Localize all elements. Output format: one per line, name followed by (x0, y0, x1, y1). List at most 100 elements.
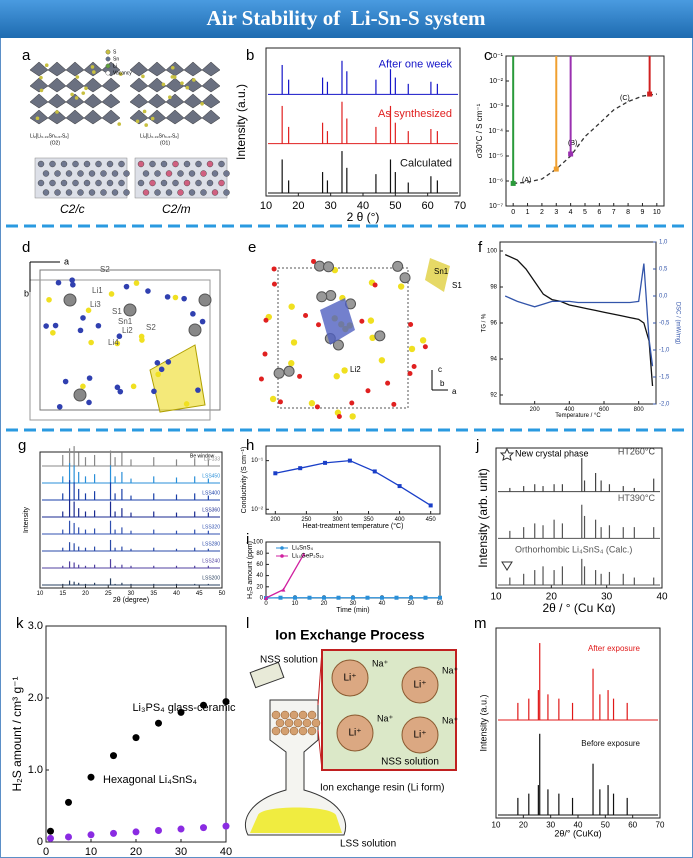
atom (168, 95, 172, 100)
x-tick-label: 20 (82, 591, 89, 597)
atom (75, 75, 80, 79)
resin-bead (271, 710, 281, 720)
label: Li1 (92, 286, 103, 295)
label: Li (113, 63, 117, 69)
atom (114, 340, 121, 347)
atom (271, 266, 277, 272)
point (647, 91, 653, 97)
y-tick-label: 60 (256, 562, 263, 568)
point (273, 471, 278, 476)
point (380, 595, 384, 600)
point (155, 826, 162, 834)
label: (O2) (50, 140, 60, 146)
x-tick-label: 40 (173, 591, 180, 597)
x-tick-label: 0 (264, 601, 268, 607)
y-axis-label: H₂S amount / cm³ g⁻¹ (10, 676, 24, 791)
atom (316, 291, 328, 303)
atom (149, 160, 156, 168)
polyhedron (101, 93, 121, 109)
y-tick-label: 10⁻⁶ (489, 178, 503, 185)
y-tick-label: 94 (490, 357, 497, 363)
y-axis-label: Intensity (arb. unit) (476, 468, 490, 567)
x-tick-label: 8 (626, 209, 630, 216)
atom (90, 65, 95, 69)
point (132, 828, 140, 836)
panel-label: c (484, 47, 492, 64)
point (298, 466, 303, 471)
x-tick-label: 30 (601, 592, 613, 603)
label: S1 (452, 281, 462, 290)
atom (80, 315, 86, 321)
atom (95, 179, 102, 187)
y2-axis-label: DSC / (mW/mg) (674, 302, 680, 344)
point (301, 552, 306, 557)
atom (54, 189, 61, 196)
atom (95, 322, 102, 329)
x-tick-label: 10 (653, 209, 661, 216)
label: Vacancy (113, 70, 132, 76)
y-tick-label: 10⁻² (489, 78, 503, 85)
x-tick-label: 6 (597, 209, 601, 216)
x-tick-label: 60 (422, 200, 434, 212)
y-tick-label: 10⁻⁷ (489, 203, 503, 210)
label: Li2 (122, 326, 133, 335)
atom (177, 170, 184, 177)
panel-label: e (248, 239, 256, 256)
atom (185, 85, 190, 90)
point (110, 752, 117, 760)
label: S (113, 49, 117, 55)
triangle-symbol (501, 561, 513, 571)
label: Li₂[Li₀.₃₃Sn₀.₆₇S₂] (30, 133, 69, 139)
x-tick-label: 30 (325, 200, 337, 212)
atom (218, 179, 225, 187)
atom (263, 317, 269, 323)
series-label: Orthorhombic Li₄SnS₄ (Calc.) (515, 544, 632, 554)
atom (149, 179, 156, 187)
atom (37, 179, 45, 187)
polyhedron (320, 298, 355, 345)
atom (325, 289, 337, 301)
x-tick-label: 450 (426, 517, 437, 523)
y-tick-label: 20 (256, 584, 263, 590)
atom (88, 339, 94, 346)
label: a (64, 256, 69, 266)
x-axis-label: Exposure time in air / min (68, 856, 203, 858)
panel-label: j (475, 437, 479, 454)
point (510, 180, 516, 186)
polyhedron (201, 109, 221, 125)
atom (290, 339, 298, 346)
x-tick-label: 10 (37, 591, 44, 597)
series-label: LSS400 (202, 491, 220, 497)
point (47, 827, 54, 835)
label: NSS solution (381, 757, 439, 768)
atom (367, 317, 375, 324)
atom (123, 303, 137, 317)
legend-label: Li₄SnS₄ (292, 546, 313, 552)
series-label: As synthesized (378, 108, 452, 120)
zoom-line (317, 729, 323, 771)
x-axis-label: 2θ/° (CuKα) (554, 828, 601, 838)
atom (70, 92, 74, 97)
resin-bead (298, 710, 308, 720)
x-tick-label: 200 (530, 407, 541, 413)
atom (392, 260, 404, 272)
atom (42, 170, 50, 177)
x-tick-label: 10 (490, 592, 502, 603)
label: Li⁺ (348, 728, 361, 739)
label: b (24, 288, 29, 298)
atom (81, 91, 86, 95)
resin-bead (311, 718, 321, 728)
panel-label: b (246, 47, 254, 64)
atom (142, 170, 150, 177)
atom (63, 293, 77, 307)
point (87, 773, 95, 781)
decorations (29, 49, 457, 836)
atom (223, 189, 230, 196)
atom (145, 288, 151, 294)
y-tick-label: 10⁻³ (489, 103, 503, 110)
y-axis-label: σ30°C / S cm⁻¹ (475, 103, 484, 158)
atom (365, 388, 371, 394)
x-axis-label: 2 θ (°) (347, 210, 380, 224)
x-tick-label: 0 (511, 209, 515, 216)
